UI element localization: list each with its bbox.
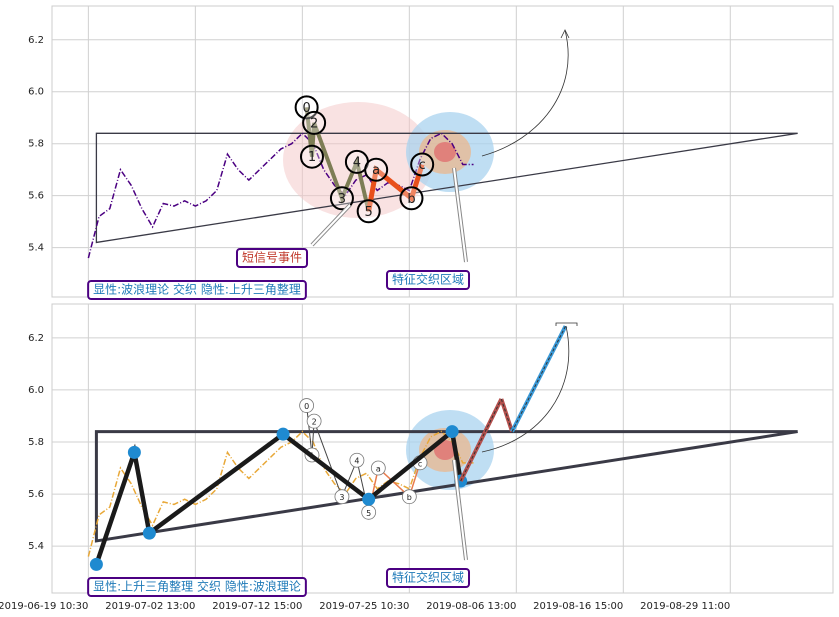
y-tick-label: 6.2	[28, 333, 44, 344]
pivot-point	[142, 526, 156, 540]
highlight-zone	[434, 142, 456, 162]
annotation-box	[87, 577, 307, 597]
wave-label: c	[419, 158, 426, 173]
wave-label: 2	[312, 418, 317, 427]
wave-marker	[302, 110, 327, 135]
x-tick-label: 2019-06-19 10:30	[0, 601, 88, 612]
wave-marker	[299, 144, 324, 169]
wave-label: 0	[302, 101, 310, 116]
x-tick-label: 2019-08-29 11:00	[640, 601, 730, 612]
annotation-text: 显性:上升三角整理 交织 隐性:波浪理论	[93, 579, 301, 594]
wave-marker	[349, 452, 365, 468]
triangle-pattern	[95, 132, 798, 244]
y-tick-label: 5.8	[28, 139, 44, 150]
annotation-box	[235, 248, 309, 268]
wave-marker	[410, 152, 435, 177]
annotation-text: 特征交织区域	[392, 570, 464, 585]
wave-label: a	[372, 163, 380, 178]
arrow-head	[560, 29, 570, 39]
wave-line	[306, 405, 370, 513]
wave-line	[367, 462, 421, 513]
callout-arrow	[453, 167, 467, 263]
pivot-point	[445, 425, 459, 439]
wave-marker	[399, 186, 424, 211]
y-tick-label: 6.2	[28, 35, 44, 46]
annotation-box	[385, 568, 471, 588]
wave-label: 0	[304, 402, 309, 411]
annotation-text: 短信号事件	[242, 251, 302, 265]
pivot-point	[276, 427, 290, 441]
annotation-text: 特征交织区域	[392, 272, 464, 287]
wave-marker	[356, 199, 381, 224]
callout-arrow	[453, 459, 467, 561]
wave-marker	[329, 186, 354, 211]
y-tick-label: 6.0	[28, 87, 44, 98]
wave-label: 2	[310, 116, 318, 131]
annotation-box	[385, 270, 471, 290]
wave-label: 4	[353, 155, 361, 170]
curved-arrow	[481, 29, 569, 157]
projection-dash	[500, 398, 513, 432]
wave-label: c	[418, 459, 422, 468]
wave-marker	[306, 413, 322, 429]
wave-marker	[370, 460, 386, 476]
y-tick-label: 5.6	[28, 191, 44, 202]
y-tick-label: 6.0	[28, 385, 44, 396]
highlight-zone	[434, 440, 456, 460]
callout-arrow	[311, 204, 351, 246]
price-line	[87, 430, 474, 557]
wave-line	[366, 163, 425, 212]
annotation-box	[87, 280, 307, 300]
x-tick-label: 2019-07-12 15:00	[212, 601, 302, 612]
y-tick-label: 5.8	[28, 437, 44, 448]
x-tick-label: 2019-08-16 15:00	[533, 601, 623, 612]
pivot-point	[127, 445, 141, 459]
x-tick-label: 2019-07-25 10:30	[319, 601, 409, 612]
wave-label: 3	[338, 192, 346, 207]
y-tick-label: 5.4	[28, 243, 44, 254]
wave-label: 4	[354, 457, 359, 466]
wave-line	[304, 107, 371, 212]
pivot-point	[89, 557, 103, 571]
wave-label: 3	[339, 493, 344, 502]
curved-arrow	[481, 325, 570, 453]
price-line	[87, 132, 474, 259]
wave-marker	[299, 398, 315, 413]
projection-dash	[460, 398, 502, 482]
wave-marker	[401, 489, 417, 505]
wave-label: 5	[365, 205, 373, 220]
wave-marker	[334, 489, 350, 505]
wave-label: b	[407, 493, 412, 502]
wave-label: a	[376, 465, 381, 474]
x-tick-label: 2019-08-06 13:00	[426, 601, 516, 612]
wave-label: 5	[366, 509, 371, 518]
x-tick-label: 2019-07-02 13:00	[105, 601, 195, 612]
projection-line	[510, 325, 568, 433]
wave-label: b	[407, 192, 415, 207]
y-tick-label: 5.4	[28, 541, 44, 552]
bracket	[555, 322, 578, 326]
y-tick-label: 5.6	[28, 489, 44, 500]
pivot-point	[362, 492, 376, 506]
wave-marker	[364, 157, 389, 182]
annotation-text: 显性:波浪理论 交织 隐性:上升三角整理	[93, 282, 301, 297]
wave-label: 1	[308, 150, 316, 165]
